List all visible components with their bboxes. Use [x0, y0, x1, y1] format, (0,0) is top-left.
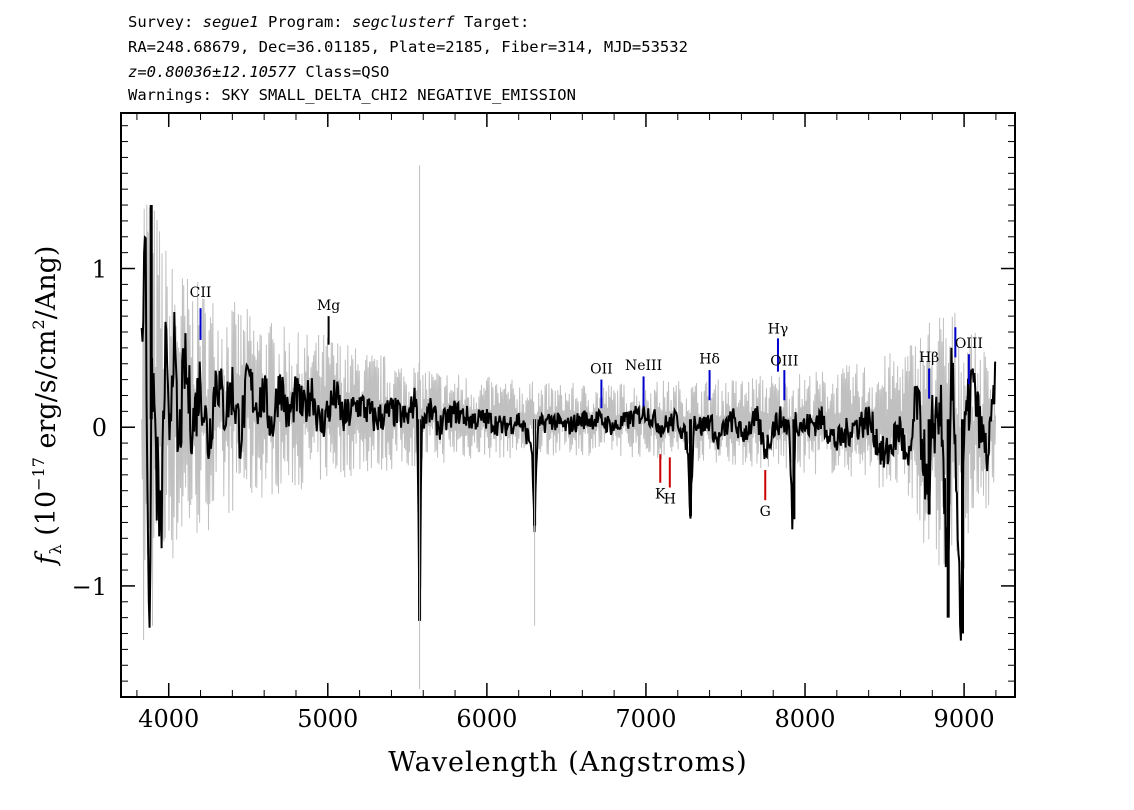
x-tick-label: 7000 — [615, 705, 676, 733]
line-label: OIII — [955, 336, 983, 352]
redshift-value: z=0.80036±12.10577 — [128, 63, 296, 81]
flux-line — [140, 235, 997, 641]
y-tick-label: 0 — [92, 414, 107, 442]
spike-layer — [149, 165, 965, 690]
y-axis-label: fλ (10−17 erg/s/cm2/Ang) — [29, 246, 65, 567]
x-tick-label: 8000 — [774, 705, 835, 733]
survey-label: Survey: — [128, 13, 203, 31]
y-label-symbol: f — [31, 550, 62, 566]
y-tick-label: −1 — [72, 573, 107, 601]
class-text: Class=QSO — [295, 63, 390, 81]
header-redshift-line: z=0.80036±12.10577 Class=QSO — [128, 63, 389, 81]
y-label-exponent2: 2 — [29, 319, 48, 329]
line-label: OIII — [770, 353, 798, 369]
line-label: CII — [190, 285, 212, 301]
svg-text:fλ (10−17 erg/s/cm2/Ang): fλ (10−17 erg/s/cm2/Ang) — [29, 246, 65, 567]
error-band-line — [141, 204, 997, 641]
header-coordinates-line: RA=248.68679, Dec=36.01185, Plate=2185, … — [128, 38, 688, 56]
plot-frame — [120, 112, 1016, 698]
line-label: Mg — [317, 298, 340, 314]
x-axis-label: Wavelength (Angstroms) — [388, 747, 747, 778]
x-tick-label: 6000 — [456, 705, 517, 733]
x-tick-label: 9000 — [934, 705, 995, 733]
program-value: segclusterf — [351, 13, 455, 31]
line-label: NeIII — [625, 358, 662, 374]
line-annotation-layer: CII Mg OII NeIII Hδ Hγ OIII Hβ OIII KH G — [190, 285, 983, 520]
y-label-suffix: /Ang) — [31, 246, 62, 320]
y-label-middle: erg/s/cm — [31, 330, 62, 458]
line-label: Hγ — [768, 322, 789, 338]
line-label: K — [655, 487, 666, 503]
y-label-prefix: (10 — [31, 491, 62, 544]
header-warnings-line: Warnings: SKY SMALL_DELTA_CHI2 NEGATIVE_… — [128, 86, 576, 104]
target-label: Target: — [454, 13, 530, 31]
flux-layer — [140, 235, 997, 641]
y-label-subscript: λ — [46, 544, 65, 554]
survey-value: segue1 — [202, 13, 259, 31]
header-survey-line: Survey: segue1 Program: segclusterf Targ… — [128, 13, 529, 31]
line-label: Hβ — [919, 350, 939, 366]
x-tick-label: 5000 — [297, 705, 358, 733]
line-label: G — [760, 504, 771, 520]
y-tick-label: 1 — [92, 256, 107, 284]
tick-layer: 4000 5000 6000 7000 8000 9000 −1 0 1 — [72, 113, 1015, 733]
line-label: Hδ — [699, 352, 720, 368]
program-label: Program: — [258, 13, 352, 31]
line-label: OII — [590, 361, 613, 377]
y-label-exponent: −17 — [29, 457, 48, 491]
error-band-layer — [141, 204, 997, 641]
line-label: H — [664, 491, 676, 507]
x-tick-label: 4000 — [138, 705, 199, 733]
